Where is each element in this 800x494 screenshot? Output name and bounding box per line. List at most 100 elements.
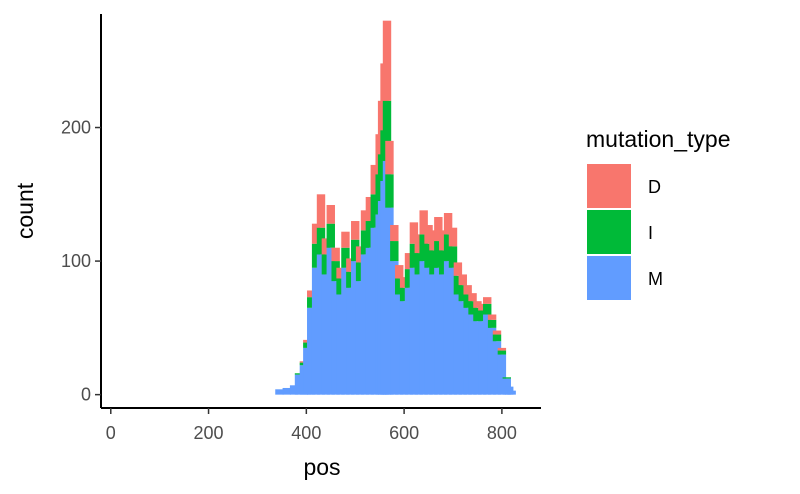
- y-tick-label: 0: [81, 385, 91, 405]
- bar-M-540: [370, 227, 379, 395]
- bar-I-670: [434, 241, 443, 268]
- bar-M-500: [351, 261, 360, 395]
- y-tick-label: 100: [61, 251, 91, 271]
- bar-D-720: [458, 274, 467, 286]
- bar-M-580: [390, 261, 399, 395]
- bar-I-620: [409, 243, 419, 268]
- bar-M-770: [483, 314, 492, 395]
- y-axis-title: count: [12, 182, 38, 239]
- bar-D-410: [307, 290, 316, 298]
- legend-label-I: I: [648, 223, 653, 243]
- bar-D-440: [321, 238, 331, 255]
- bar-D-680: [439, 230, 448, 251]
- bar-I-790: [492, 334, 502, 342]
- bar-M-385: [294, 374, 304, 395]
- bar-I-630: [414, 253, 423, 275]
- bar-M-740: [468, 314, 477, 395]
- bar-M-520: [360, 254, 370, 395]
- x-ticks: 0 200 400 600 800: [106, 408, 517, 443]
- bar-I-440: [321, 254, 331, 275]
- bar-I-810: [502, 377, 511, 379]
- bar-M-650: [424, 267, 433, 395]
- x-tick-label: 400: [291, 423, 321, 443]
- bar-M-490: [346, 287, 355, 395]
- bar-M-640: [419, 261, 428, 395]
- bar-D-570: [385, 140, 394, 175]
- bar-I-740: [468, 301, 477, 315]
- bar-D-510: [355, 246, 365, 263]
- bar-I-530: [365, 221, 375, 248]
- bar-D-710: [453, 262, 463, 276]
- bar-I-650: [424, 243, 433, 268]
- bar-I-600: [399, 287, 409, 302]
- bar-I-500: [351, 239, 360, 262]
- bar-I-430: [316, 227, 326, 255]
- bar-M-590: [395, 294, 404, 395]
- bar-M-800: [497, 354, 507, 395]
- bar-I-410: [307, 297, 316, 308]
- bar-D-770: [483, 297, 492, 304]
- bar-D-630: [414, 234, 423, 254]
- bar-I-590: [395, 278, 404, 295]
- bar-D-730: [463, 285, 472, 295]
- bar-I-760: [478, 310, 487, 322]
- bar-I-660: [429, 250, 438, 275]
- bar-I-470: [336, 278, 345, 295]
- bar-M-710: [453, 294, 463, 395]
- bar-I-690: [443, 234, 453, 262]
- bar-I-640: [419, 234, 428, 262]
- bar-M-720: [458, 301, 467, 395]
- bar-M-510: [355, 281, 365, 395]
- bar-M-480: [341, 267, 350, 395]
- bar-M-730: [463, 307, 472, 395]
- bars-layer: [275, 20, 516, 395]
- x-tick-label: 600: [389, 423, 419, 443]
- x-tick-label: 800: [487, 423, 517, 443]
- bar-I-490: [346, 271, 355, 288]
- bar-I-720: [458, 285, 467, 302]
- bar-I-730: [463, 294, 472, 308]
- bar-I-510: [355, 262, 365, 282]
- bar-D-780: [487, 314, 497, 320]
- bar-D-420: [311, 223, 321, 244]
- legend-key-I: [587, 210, 631, 254]
- bar-M-360: [282, 387, 291, 395]
- bar-I-565: [382, 100, 392, 161]
- bar-M-820: [507, 390, 516, 395]
- bar-I-420: [311, 243, 321, 268]
- bar-M-450: [326, 247, 335, 395]
- bar-D-540: [370, 164, 379, 195]
- bar-D-530: [365, 196, 375, 222]
- bar-I-610: [404, 269, 414, 288]
- bar-I-570: [385, 174, 394, 208]
- bar-I-385: [294, 373, 304, 375]
- bar-D-740: [468, 293, 477, 302]
- bar-D-690: [443, 213, 453, 235]
- bar-I-680: [439, 250, 448, 275]
- bar-D-610: [404, 253, 414, 270]
- bar-D-670: [434, 217, 443, 242]
- bar-M-670: [434, 267, 443, 395]
- bar-I-540: [370, 194, 379, 228]
- bar-I-520: [360, 230, 370, 255]
- bar-D-660: [429, 230, 438, 251]
- bar-I-460: [331, 261, 340, 282]
- bar-M-660: [429, 274, 438, 395]
- x-tick-label: 0: [106, 423, 116, 443]
- bar-D-500: [351, 221, 360, 240]
- bar-D-460: [331, 247, 340, 262]
- bar-M-610: [404, 287, 414, 395]
- bar-D-620: [409, 222, 419, 244]
- y-ticks: 0 100 200: [61, 118, 101, 405]
- bar-M-780: [487, 327, 497, 395]
- bar-M-570: [385, 207, 394, 395]
- bar-M-760: [478, 321, 487, 395]
- bar-I-480: [341, 247, 350, 268]
- bar-D-565: [382, 20, 392, 101]
- x-tick-label: 200: [194, 423, 224, 443]
- bar-I-700: [448, 246, 458, 268]
- bar-M-530: [365, 247, 375, 395]
- legend-label-D: D: [648, 177, 661, 197]
- legend: mutation_type D I M: [586, 126, 730, 300]
- bar-M-600: [399, 301, 409, 395]
